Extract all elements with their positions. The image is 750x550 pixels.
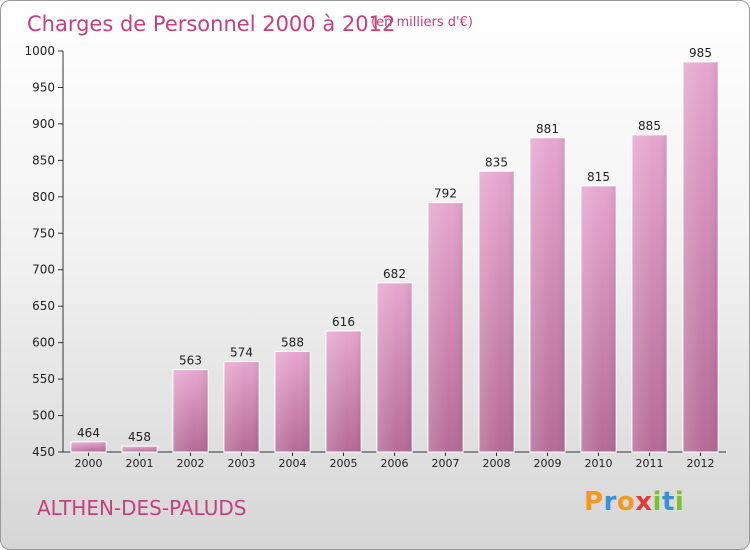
x-tick-label: 2010 [585,457,613,470]
bar-value-label: 616 [332,315,355,329]
bar-shading [631,134,668,452]
y-tick-label: 750 [32,226,55,240]
x-tick-label: 2002 [177,457,205,470]
proxiti-logo: Proxiti [584,487,684,517]
logo-letter: x [635,487,653,517]
bar-shading [580,185,617,452]
x-tick-label: 2008 [483,457,511,470]
x-tick-label: 2004 [279,457,307,470]
chart-subtitle: (en milliers d'€) [371,15,473,30]
bar-label-group: 464 458 563 574 588 616 682 792 835 881 815 885 985 [77,46,712,444]
y-tick-label: 650 [32,299,55,313]
bar-value-label: 464 [77,426,100,440]
logo-letter: P [584,487,604,517]
bar-value-label: 563 [179,354,202,368]
logo-letter: o [616,487,636,517]
x-tick-label: 2012 [687,457,715,470]
y-tick-label: 850 [32,153,55,167]
location-label: ALTHEN-DES-PALUDS [37,496,246,520]
bar-shading [529,137,566,452]
y-tick-label: 600 [32,336,55,350]
bar-shading [172,369,209,452]
x-tick-label: 2011 [636,457,664,470]
y-tick-label: 550 [32,372,55,386]
bar-shading [223,361,260,452]
logo-letter: i [652,487,662,517]
bar-value-label: 885 [638,119,661,133]
bar-shading [325,330,362,452]
bar-value-label: 792 [434,187,457,201]
bar-value-label: 682 [383,267,406,281]
bar-group [70,61,719,453]
bar-shading [478,171,515,453]
bar-shading [376,282,413,452]
bar-shading [121,446,158,452]
y-tick-label: 700 [32,263,55,277]
x-tick-label: 2005 [330,457,358,470]
bar-value-label: 458 [128,430,151,444]
x-tick-label: 2000 [75,457,103,470]
bar-shading [682,61,719,452]
y-tick-label: 1000 [24,44,55,58]
bar-value-label: 588 [281,335,304,349]
bar-shading [427,202,464,452]
y-tick-group: 450 500 550 600 650 700 750 800 850 900 950 1000 [24,44,63,459]
bar-value-label: 574 [230,346,253,360]
logo-letter: t [661,487,675,517]
y-tick-label: 450 [32,445,55,459]
bar-value-label: 835 [485,155,508,169]
y-tick-label: 800 [32,190,55,204]
logo-letter: i [674,487,685,517]
x-tick-label: 2009 [534,457,562,470]
y-tick-label: 950 [32,80,55,94]
logo-letter: r [603,487,617,517]
bar-shading [274,351,311,452]
x-tick-label: 2003 [228,457,256,470]
bar-value-label: 881 [536,122,559,136]
bar-shading [70,441,107,452]
x-tick-label: 2007 [432,457,460,470]
y-tick-label: 900 [32,117,55,131]
x-tick-label: 2006 [381,457,409,470]
y-tick-label: 500 [32,409,55,423]
chart-title: Charges de Personnel 2000 à 2012 [27,12,395,36]
x-tick-label: 2001 [126,457,154,470]
bar-value-label: 815 [587,170,610,184]
x-tick-group: 2000 2001 2002 2003 2004 2005 2006 2007 2008 2009… [75,452,715,470]
bar-value-label: 985 [689,46,712,60]
